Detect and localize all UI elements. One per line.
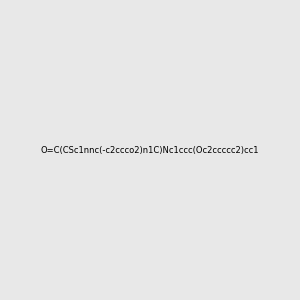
Text: O=C(CSc1nnc(-c2ccco2)n1C)Nc1ccc(Oc2ccccc2)cc1: O=C(CSc1nnc(-c2ccco2)n1C)Nc1ccc(Oc2ccccc… (41, 146, 259, 154)
